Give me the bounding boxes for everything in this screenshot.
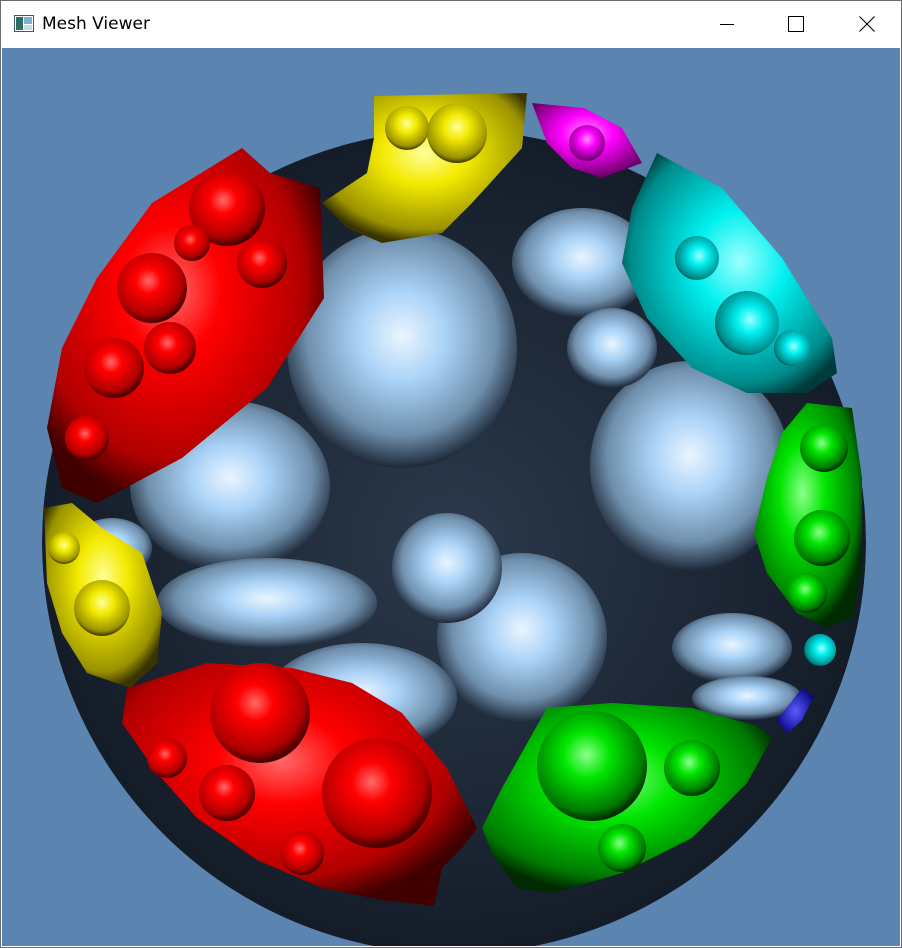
cyan-region-small (804, 634, 836, 666)
close-icon (859, 16, 875, 32)
yellow-region-top (322, 93, 527, 243)
maximize-icon (788, 16, 804, 32)
green-region-bottom (482, 703, 772, 893)
window-title: Mesh Viewer (42, 14, 150, 34)
blue-region (777, 688, 814, 734)
magenta-region (532, 103, 642, 178)
red-region-lower (122, 663, 477, 906)
mesh-render[interactable] (2, 48, 900, 946)
minimize-icon (719, 16, 735, 32)
green-region-right (754, 403, 862, 628)
app-icon[interactable] (14, 15, 34, 32)
close-button[interactable] (833, 1, 901, 47)
title-bar[interactable]: Mesh Viewer (1, 1, 901, 47)
red-region-upper (47, 148, 324, 503)
render-viewport[interactable] (2, 48, 900, 946)
yellow-region-left (44, 503, 162, 688)
minimize-button[interactable] (693, 1, 761, 47)
cyan-region (622, 153, 837, 393)
maximize-button[interactable] (762, 1, 830, 47)
